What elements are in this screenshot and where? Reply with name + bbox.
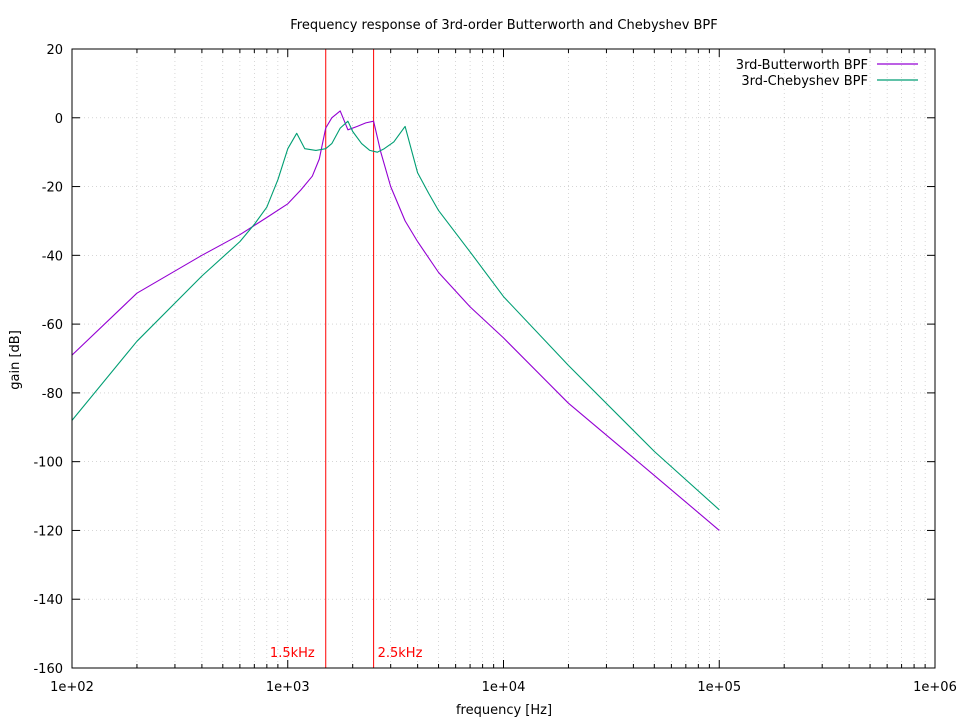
y-tick-label: -80: [42, 387, 63, 402]
y-tick-label: -120: [33, 524, 63, 539]
y-tick-label: 20: [46, 43, 63, 58]
y-tick-label: -60: [42, 318, 63, 333]
x-tick-label: 1e+04: [482, 680, 526, 695]
y-tick-label: -100: [33, 456, 63, 471]
series-line-1: [71, 110, 720, 531]
x-axis-label: frequency [Hz]: [456, 703, 552, 718]
legend-label-2: 3rd-Chebyshev BPF: [741, 74, 868, 89]
axis-ticks: 1e+02 1e+03 1e+04 1e+05 1e+06 -160 -140 -120 -10…: [33, 43, 956, 695]
marker-label-2.5khz: 2.5kHz: [378, 646, 423, 661]
chart-title: Frequency response of 3rd-order Butterwo…: [290, 18, 718, 33]
x-tick-label: 1e+06: [913, 680, 957, 695]
y-tick-label: -160: [33, 662, 63, 677]
y-tick-label: 0: [55, 112, 63, 127]
legend-label-1: 3rd-Butterworth BPF: [736, 58, 868, 73]
x-tick-label: 1e+02: [50, 680, 94, 695]
y-tick-label: -40: [42, 249, 63, 264]
x-tick-label: 1e+03: [266, 680, 310, 695]
x-tick-label: 1e+05: [697, 680, 741, 695]
grid: [72, 49, 935, 668]
frequency-markers: 1.5kHz 2.5kHz: [270, 49, 423, 668]
y-tick-label: -140: [33, 593, 63, 608]
series-lines: [71, 110, 720, 531]
series-line-2: [71, 120, 720, 511]
y-axis-label: gain [dB]: [8, 330, 23, 390]
y-tick-label: -20: [42, 181, 63, 196]
marker-label-1.5khz: 1.5kHz: [270, 646, 315, 661]
